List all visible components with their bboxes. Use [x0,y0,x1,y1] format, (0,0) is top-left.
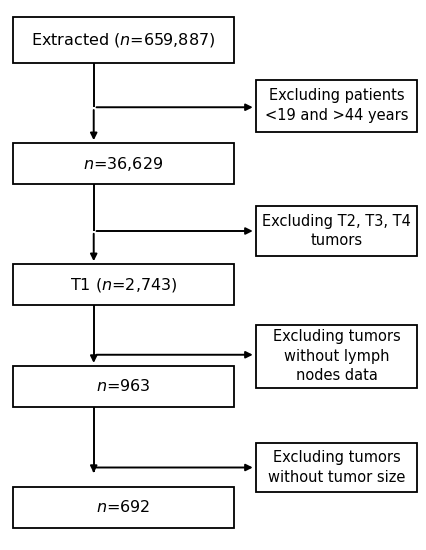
Text: T1 ($\it{n}$=2,743): T1 ($\it{n}$=2,743) [70,276,177,294]
FancyBboxPatch shape [256,206,417,256]
FancyBboxPatch shape [13,16,234,63]
FancyBboxPatch shape [13,143,234,184]
Text: Excluding tumors
without lymph
nodes data: Excluding tumors without lymph nodes dat… [273,329,400,383]
Text: Excluding patients
<19 and >44 years: Excluding patients <19 and >44 years [265,89,408,123]
Text: Excluding tumors
without tumor size: Excluding tumors without tumor size [268,450,405,485]
Text: Extracted ($\it{n}$=659,887): Extracted ($\it{n}$=659,887) [32,31,216,49]
Text: $\it{n}$=963: $\it{n}$=963 [96,378,151,394]
Text: Excluding T2, T3, T4
tumors: Excluding T2, T3, T4 tumors [262,213,411,249]
FancyBboxPatch shape [13,366,234,407]
FancyBboxPatch shape [256,443,417,492]
Text: $\it{n}$=36,629: $\it{n}$=36,629 [83,155,164,173]
Text: $\it{n}$=692: $\it{n}$=692 [96,499,151,515]
FancyBboxPatch shape [13,487,234,528]
FancyBboxPatch shape [13,264,234,305]
FancyBboxPatch shape [256,324,417,388]
FancyBboxPatch shape [256,80,417,132]
